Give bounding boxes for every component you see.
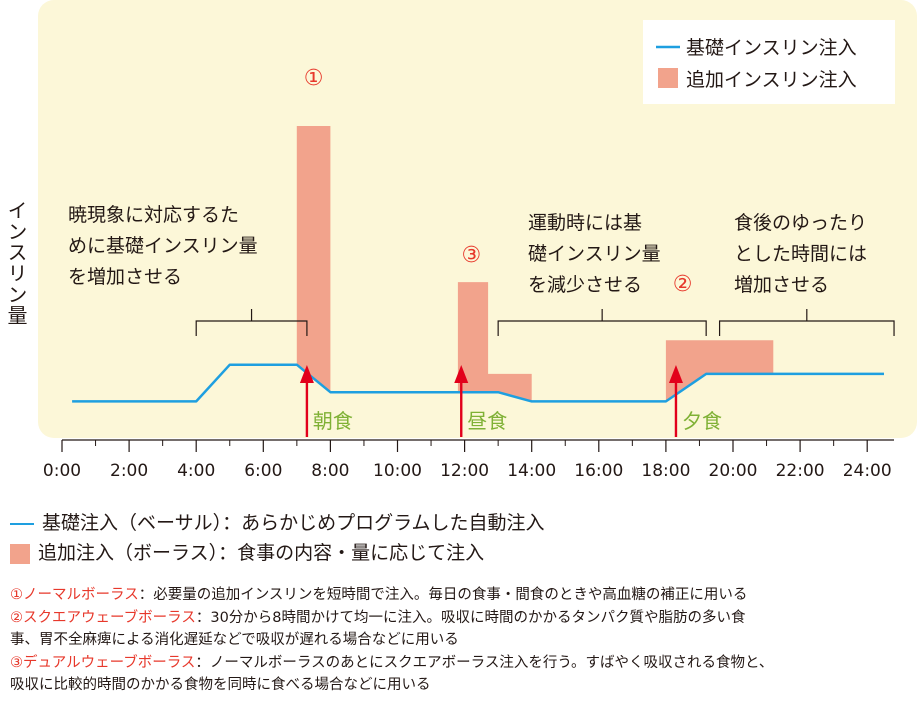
- bracket-2-label-line-2: 礎インスリン量: [528, 243, 661, 265]
- bracket-2-label-line-1: 運動時には基: [528, 212, 642, 234]
- bracket-1: [195, 309, 308, 336]
- meal-label-1: 朝食: [313, 409, 353, 433]
- note-3-body: ：ノーマルボーラスのあとにスクエアボーラス注入を行う。すばやく吸収される食物と、: [195, 654, 774, 671]
- bolus-marker-3: ②: [673, 272, 693, 297]
- bolus-area-1: [296, 126, 331, 393]
- bracket-1-label-line-2: めに基礎インスリン量: [68, 235, 258, 257]
- meal-arrowhead-2: [454, 365, 469, 383]
- bracket-3-label-line-3: 増加させる: [734, 274, 829, 296]
- bolus-area-2: [457, 282, 532, 402]
- bracket-3-label-line-1: 食後のゆったり: [734, 212, 867, 234]
- x-tick-label-10: 20:00: [709, 461, 758, 481]
- note-1-body: ：必要量の追加インスリンを短時間で注入。毎日の食事・間食のときや高血糖の補正に用…: [138, 587, 748, 603]
- x-tick-label-12: 24:00: [843, 461, 892, 481]
- note-3-head: ③デュアルウェーブボーラス: [10, 654, 196, 671]
- x-tick-label-11: 22:00: [776, 461, 825, 481]
- note-2-head: ②スクエアウェーブボーラス: [10, 609, 196, 626]
- note-3-body-2: 吸収に比較的時間のかかる食物を同時に食べる場合などに用いる: [10, 677, 431, 693]
- x-tick-label-7: 14:00: [507, 461, 556, 481]
- chart-panel: [38, 0, 917, 438]
- x-tick-label-9: 18:00: [641, 461, 690, 481]
- bracket-3: [718, 309, 895, 336]
- bolus-marker-2: ③: [461, 243, 481, 268]
- note-1: ①ノーマルボーラス：必要量の追加インスリンを短時間で注入。毎日の食事・間食のとき…: [10, 584, 915, 607]
- bolus-swatch: [10, 543, 30, 564]
- meal-label-3: 夕食: [682, 409, 722, 433]
- meal-arrowhead-3: [668, 365, 683, 383]
- legend-bolus-swatch: [658, 68, 678, 88]
- bolus-area-3: [665, 340, 774, 402]
- chart-legend: 基礎インスリン注入 追加インスリン注入: [643, 20, 895, 104]
- x-tick-label-3: 6:00: [244, 461, 282, 481]
- bracket-2-label-line-3: を減少させる: [528, 274, 642, 296]
- note-2: ②スクエアウェーブボーラス：30分から8時間かけて均一に注入。吸収に時間のかかる…: [10, 607, 915, 630]
- note-2-body-2: 事、胃不全麻痺による消化遅延などで吸収が遅れる場合などに用いる: [10, 632, 459, 648]
- bottom-legend-bolus: 追加注入（ボーラス）：食事の内容・量に応じて注入: [10, 540, 484, 566]
- basal-swatch: [10, 522, 34, 525]
- note-2-cont: 事、胃不全麻痺による消化遅延などで吸収が遅れる場合などに用いる: [10, 629, 915, 652]
- note-1-head: ①ノーマルボーラス: [10, 587, 139, 603]
- x-tick-label-8: 16:00: [574, 461, 623, 481]
- x-tick-label-5: 10:00: [373, 461, 422, 481]
- bracket-1-label-line-1: 暁現象に対応するた: [68, 204, 239, 226]
- note-2-body: ：30分から8時間かけて均一に注入。吸収に時間のかかるタンパク質や脂肪の多い食: [195, 609, 746, 626]
- legend-bolus-label: 追加インスリン注入: [686, 69, 857, 91]
- bracket-2: [497, 309, 707, 336]
- x-tick-label-2: 4:00: [177, 461, 215, 481]
- bracket-1-label-line-3: を増加させる: [68, 266, 182, 288]
- y-axis-label: インスリン量: [4, 200, 28, 326]
- bottom-legend-bolus-text: 追加注入（ボーラス）：食事の内容・量に応じて注入: [38, 542, 485, 564]
- bottom-legend-basal-text: 基礎注入（ベーサル）：あらかじめプログラムした自動注入: [42, 512, 545, 534]
- bolus-marker-1: ①: [304, 66, 324, 91]
- basal-line: [72, 363, 884, 403]
- note-3: ③デュアルウェーブボーラス：ノーマルボーラスのあとにスクエアボーラス注入を行う。…: [10, 652, 915, 675]
- legend-basal-label: 基礎インスリン注入: [686, 37, 857, 59]
- x-tick-label-4: 8:00: [311, 461, 349, 481]
- meal-label-2: 昼食: [467, 409, 507, 433]
- x-tick-label-1: 2:00: [110, 461, 148, 481]
- x-tick-label-0: 0:00: [43, 461, 81, 481]
- bolus-notes: ①ノーマルボーラス：必要量の追加インスリンを短時間で注入。毎日の食事・間食のとき…: [10, 584, 915, 697]
- meal-arrowhead-1: [299, 365, 314, 383]
- x-tick-label-6: 12:00: [440, 461, 489, 481]
- bottom-legend-basal: 基礎注入（ベーサル）：あらかじめプログラムした自動注入: [10, 510, 545, 536]
- bracket-3-label-line-2: とした時間には: [734, 243, 867, 265]
- note-3-cont: 吸収に比較的時間のかかる食物を同時に食べる場合などに用いる: [10, 674, 915, 697]
